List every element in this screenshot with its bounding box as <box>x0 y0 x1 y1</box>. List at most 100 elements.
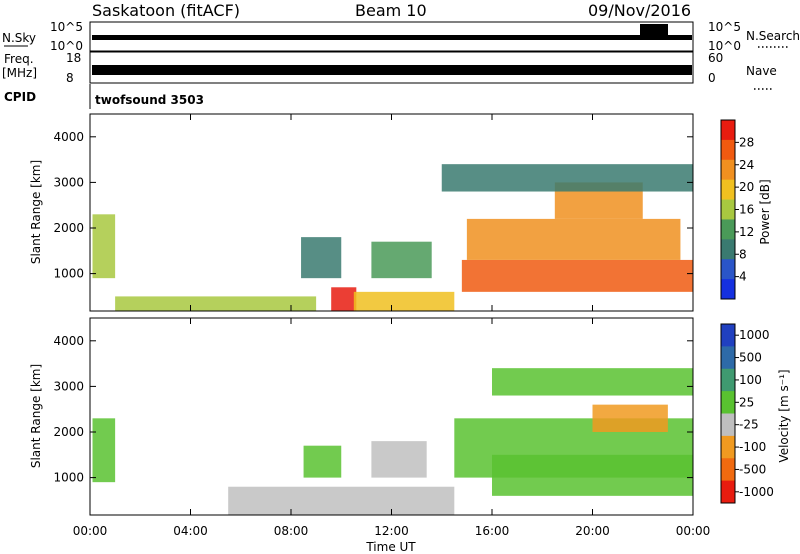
cpid-label: CPID <box>4 90 36 104</box>
velocity-colorbar-swatch-2 <box>721 368 735 392</box>
nsearch-burst <box>640 24 668 38</box>
date-title: 09/Nov/2016 <box>588 1 691 20</box>
power-ytick-label-1: 2000 <box>53 221 84 235</box>
velocity-ytick-label-1: 2000 <box>53 425 84 439</box>
cpid-value: twofsound 3503 <box>95 93 204 107</box>
time-axis-label: Time UT <box>365 540 416 554</box>
nave-label: Nave <box>746 64 777 78</box>
velocity-cbar-label-1: 500 <box>739 351 762 365</box>
time-tick-label-2: 08:00 <box>274 524 309 538</box>
power-colorbar-swatch-8 <box>721 279 735 300</box>
velocity-region-6 <box>303 445 342 478</box>
power-ytick-label-3: 4000 <box>53 130 84 144</box>
velocity-region-3 <box>492 454 693 496</box>
velocity-ylabel: Slant Range [km] <box>29 364 43 468</box>
power-region-5 <box>371 241 432 279</box>
velocity-cbar-label-5: -100 <box>739 440 766 454</box>
nsearch-tick-top: 10^5 <box>708 20 741 34</box>
power-cbar-label-3: 16 <box>739 203 754 217</box>
velocity-colorbar-swatch-3 <box>721 391 735 414</box>
power-colorbar-swatch-1 <box>721 139 735 161</box>
velocity-cbar-label-0: 1000 <box>739 328 770 342</box>
station-title: Saskatoon (fitACF) <box>92 1 240 20</box>
nsky-panel-frame <box>89 21 694 52</box>
power-axes: 1000 2000 3000 4000 <box>53 114 694 311</box>
velocity-ytick-label-0: 1000 <box>53 471 84 485</box>
velocity-colorbar-swatch-1 <box>721 346 735 370</box>
velocity-region-1 <box>228 486 455 515</box>
power-colorbar-swatch-3 <box>721 179 735 201</box>
power-colorbar-swatch-5 <box>721 219 735 240</box>
velocity-cbar-label-3: 25 <box>739 395 754 409</box>
power-cbar-label-6: 28 <box>739 135 754 149</box>
power-region-0 <box>92 214 116 279</box>
freq-tick-top: 18 <box>66 51 81 65</box>
power-cbar-label-4: 20 <box>739 180 754 194</box>
power-region-4 <box>301 237 342 279</box>
power-region-9 <box>353 291 455 311</box>
nsky-tick-bottom: 10^0 <box>50 39 83 53</box>
nsky-trace <box>92 35 692 40</box>
power-region-7 <box>441 164 693 192</box>
freq-tick-bottom: 8 <box>66 71 74 85</box>
power-cbar-label-1: 8 <box>739 247 747 261</box>
nave-tick-top: 60 <box>708 51 723 65</box>
velocity-cbar-label-2: 100 <box>739 373 762 387</box>
power-colorbar: 4 8 12 16 20 24 28 <box>720 119 754 300</box>
velocity-colorbar-swatch-4 <box>721 413 735 437</box>
power-region-3 <box>466 218 681 260</box>
time-tick-label-1: 04:00 <box>173 524 208 538</box>
nave-tick-bottom: 0 <box>708 71 716 85</box>
nsky-tick-top: 10^5 <box>50 20 83 34</box>
velocity-colorbar-swatch-5 <box>721 435 735 459</box>
velocity-region-4 <box>371 441 427 478</box>
velocity-cbar-label-6: -500 <box>739 462 766 476</box>
freq-panel-frame <box>89 51 694 84</box>
power-region-8 <box>115 296 317 311</box>
power-colorbar-swatch-0 <box>721 120 735 141</box>
power-heatmap <box>92 164 693 311</box>
velocity-colorbar: 1000 500 100 25 -25 -100 -500 -1000 <box>720 323 774 504</box>
power-cbar-label-2: 12 <box>739 225 754 239</box>
velocity-colorbar-frame <box>720 323 736 504</box>
power-colorbar-swatch-6 <box>721 239 735 260</box>
velocity-colorbar-swatch-7 <box>721 480 735 504</box>
power-colorbar-swatch-7 <box>721 259 735 280</box>
time-axis: 00:00 04:00 08:00 12:00 16:00 20:00 00:00 <box>73 524 711 538</box>
velocity-cbar-label-4: -25 <box>739 418 759 432</box>
freq-label-line1: Freq. <box>4 52 34 66</box>
power-cbar-label: Power [dB] <box>758 179 772 244</box>
beam-title: Beam 10 <box>355 1 427 20</box>
time-tick-label-4: 16:00 <box>475 524 510 538</box>
velocity-heatmap <box>92 368 693 515</box>
velocity-cbar-label: Velocity [m s⁻¹] <box>777 369 791 462</box>
time-tick-label-0: 00:00 <box>73 524 108 538</box>
nsky-label: N.Sky <box>2 31 36 45</box>
power-ytick-label-2: 3000 <box>53 175 84 189</box>
freq-label-line2: [MHz] <box>2 66 37 80</box>
power-colorbar-swatch-2 <box>721 159 735 181</box>
power-colorbar-swatch-4 <box>721 199 735 220</box>
velocity-axes: 1000 2000 3000 4000 <box>53 318 694 515</box>
velocity-colorbar-swatch-6 <box>721 458 735 482</box>
power-ylabel: Slant Range [km] <box>29 160 43 264</box>
velocity-cbar-label-7: -1000 <box>739 485 774 499</box>
power-region-2 <box>461 259 693 292</box>
velocity-colorbar-swatch-0 <box>721 324 735 347</box>
velocity-region-0 <box>92 418 116 483</box>
velocity-ytick-label-2: 3000 <box>53 379 84 393</box>
velocity-region-5 <box>592 404 668 433</box>
power-ytick-label-0: 1000 <box>53 267 84 281</box>
nsearch-label: N.Search <box>746 29 800 43</box>
power-cbar-label-5: 24 <box>739 158 754 172</box>
freq-trace <box>92 65 692 75</box>
power-cbar-label-0: 4 <box>739 270 747 284</box>
time-tick-label-6: 00:00 <box>676 524 711 538</box>
time-tick-label-5: 20:00 <box>575 524 610 538</box>
velocity-ytick-label-3: 4000 <box>53 334 84 348</box>
velocity-region-7 <box>492 368 693 396</box>
time-tick-label-3: 12:00 <box>374 524 409 538</box>
nsearch-tick-bottom: 10^0 <box>708 39 741 53</box>
power-region-1 <box>331 287 357 311</box>
